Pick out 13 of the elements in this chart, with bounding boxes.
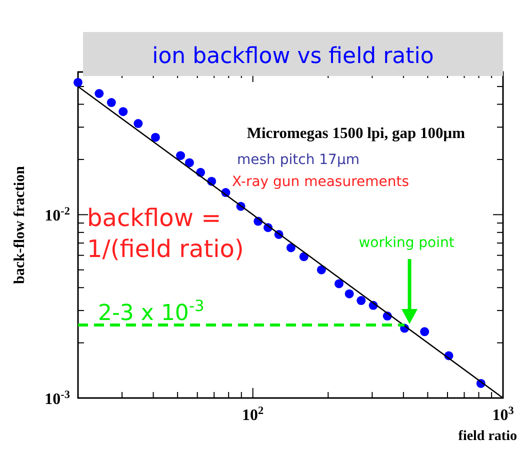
annotation: 2-3 x 10$^{-3}$ xyxy=(98,297,204,326)
y-tick-label: 10$^{-3}$ xyxy=(44,389,70,408)
annotation: backflow = 1/(field ratio) xyxy=(87,204,244,264)
annotation: mesh pitch 17μm xyxy=(237,152,360,168)
annotation: Micromegas 1500 lpi, gap 100μm xyxy=(246,125,466,142)
chart-title: ion backflow vs field ratio xyxy=(152,44,434,69)
y-tick-label: 10$^{-2}$ xyxy=(44,206,70,225)
annotation: X-ray gun measurements xyxy=(232,174,410,190)
x-tick-label: 10$^{3}$ xyxy=(492,405,514,424)
x-axis-title: field ratio xyxy=(458,429,517,444)
annotation: working point xyxy=(358,235,455,252)
y-axis-title: back-flow fraction xyxy=(12,165,28,284)
x-tick-label: 10$^{2}$ xyxy=(242,405,264,424)
